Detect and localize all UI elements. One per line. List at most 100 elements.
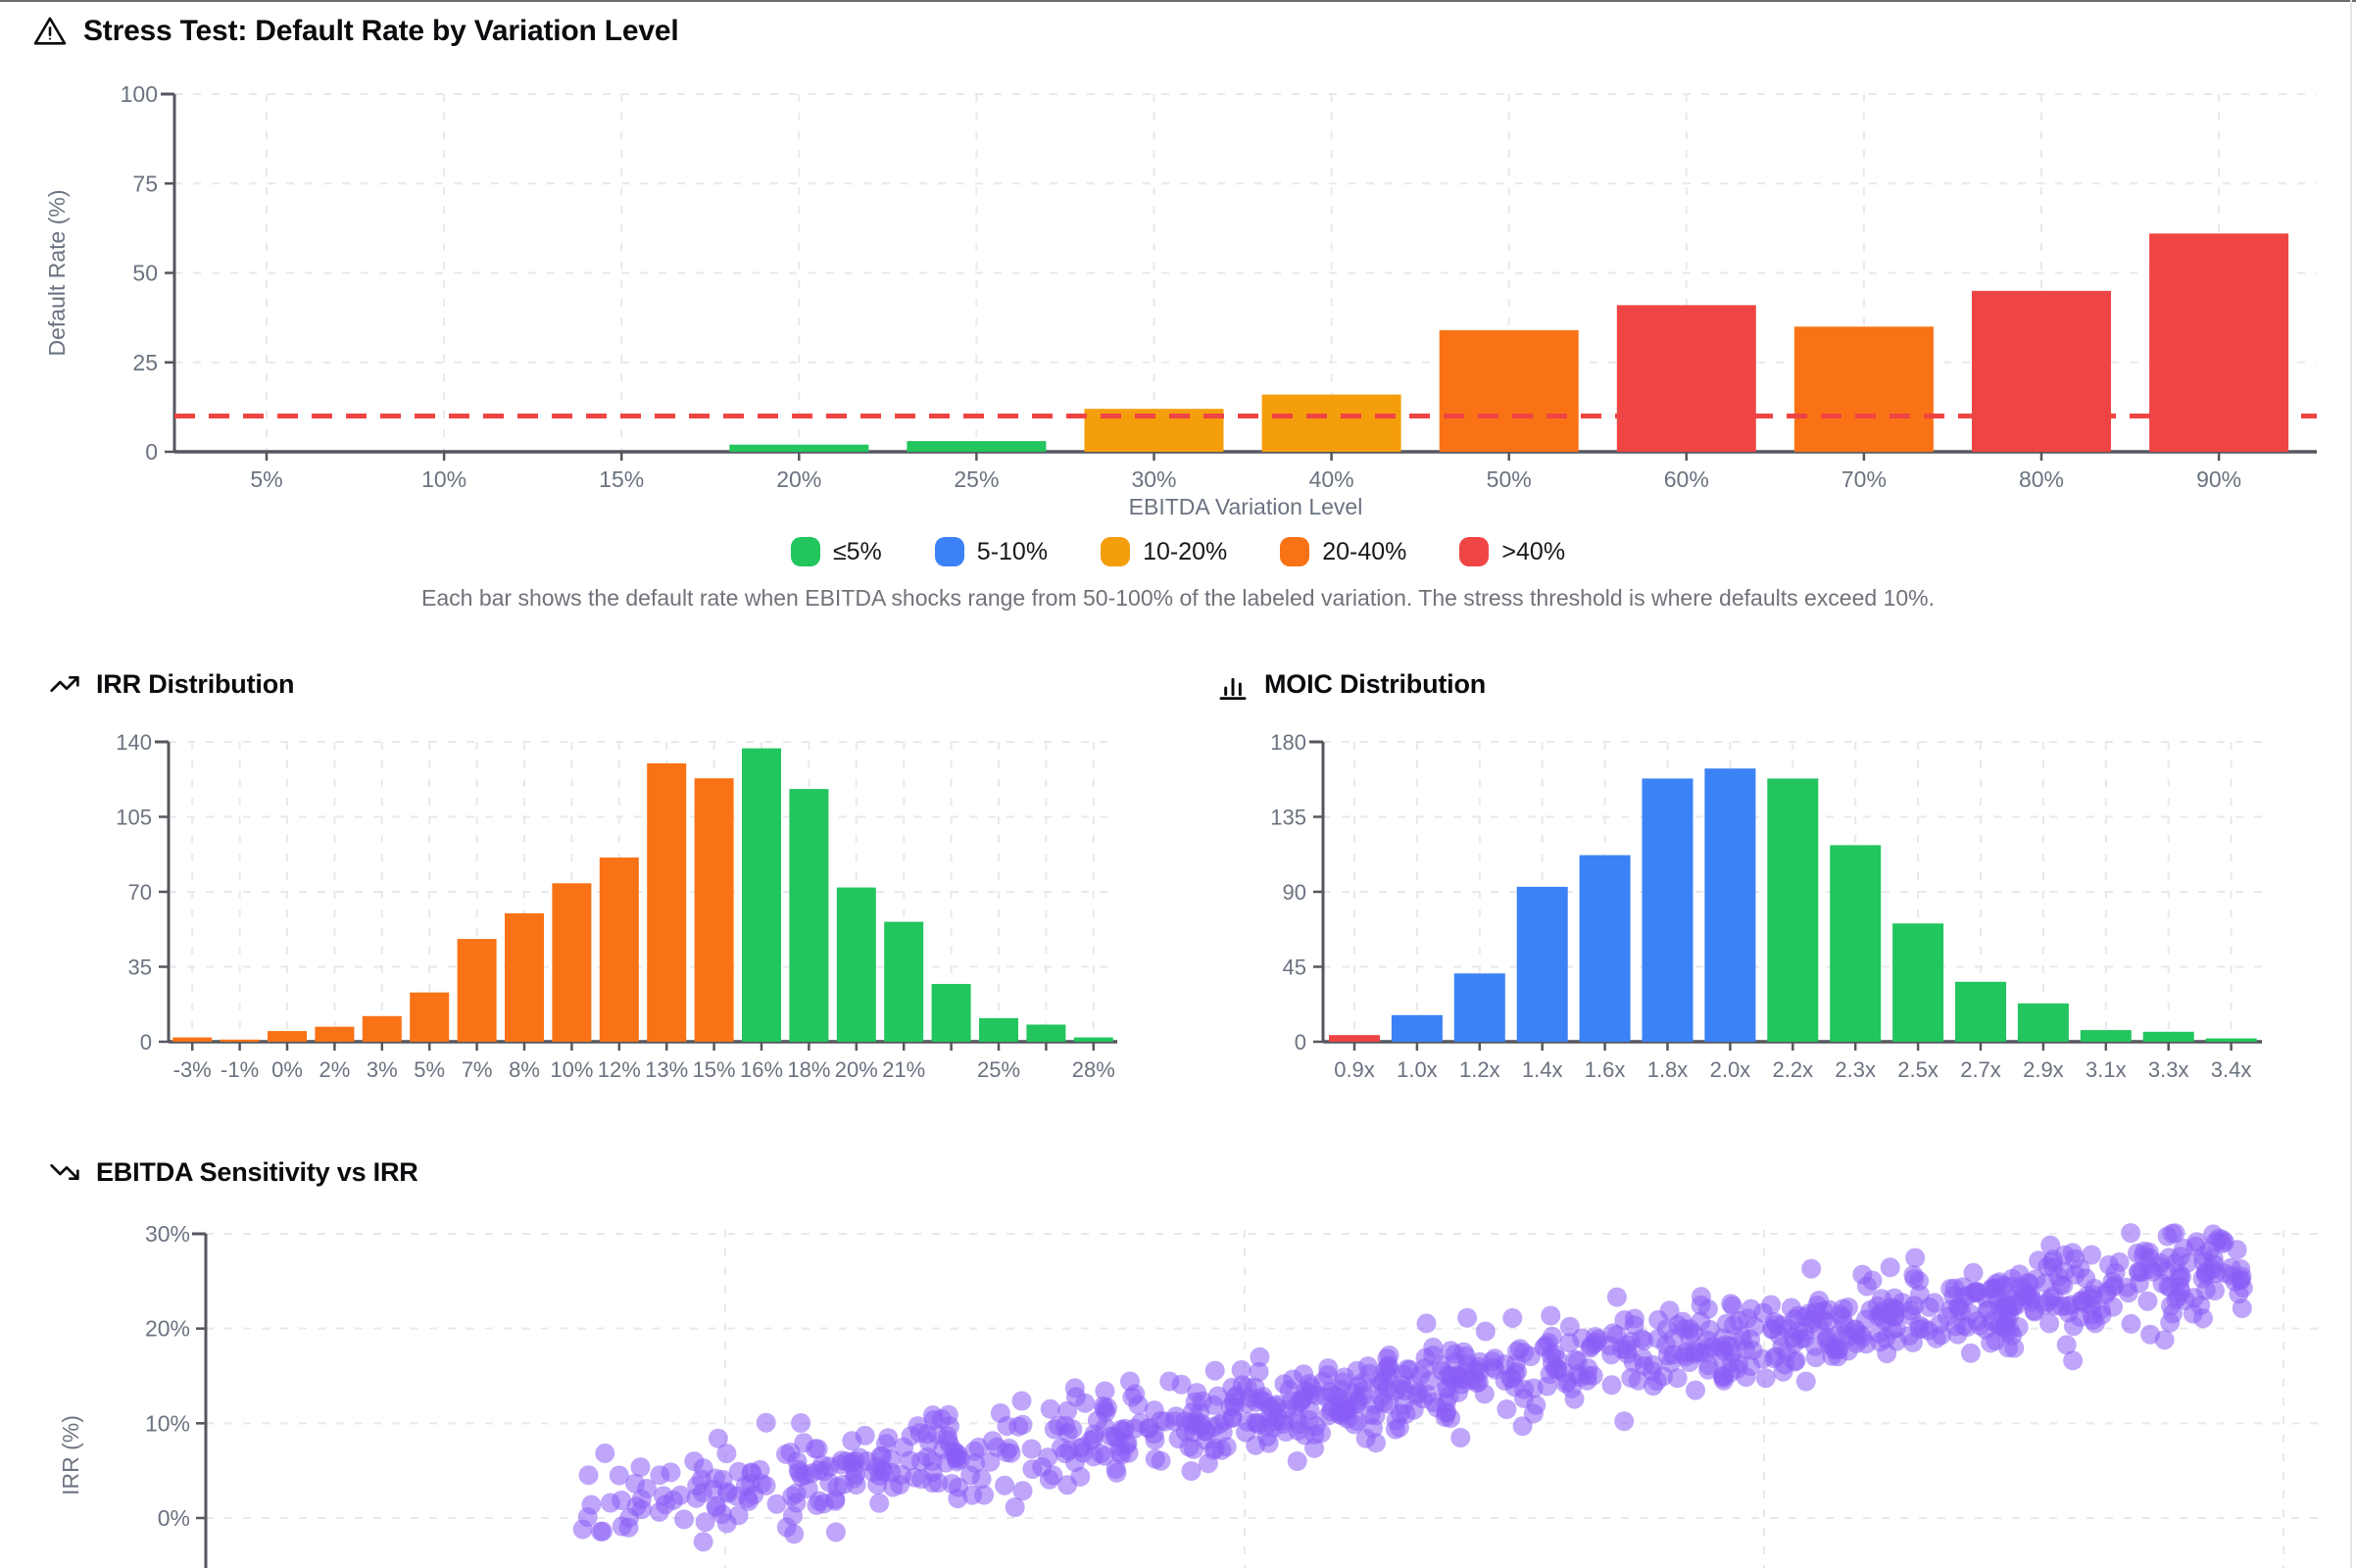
scatter-point[interactable]: [948, 1444, 968, 1464]
scatter-point[interactable]: [1583, 1365, 1603, 1386]
scatter-point[interactable]: [1523, 1403, 1544, 1424]
scatter-point[interactable]: [1008, 1416, 1029, 1437]
scatter-point[interactable]: [744, 1485, 764, 1505]
bar-1.0x[interactable]: [1391, 1014, 1443, 1042]
scatter-point[interactable]: [1564, 1389, 1585, 1409]
bar-1.2x[interactable]: [1453, 973, 1505, 1042]
scatter-point[interactable]: [1954, 1287, 1975, 1307]
scatter-point[interactable]: [2004, 1338, 2025, 1358]
bar-3%[interactable]: [362, 1015, 402, 1042]
bar-18%[interactable]: [789, 789, 829, 1042]
scatter-point[interactable]: [949, 1477, 968, 1497]
scatter-point[interactable]: [572, 1519, 593, 1540]
bar-1.4x[interactable]: [1516, 886, 1568, 1042]
scatter-point[interactable]: [1436, 1393, 1456, 1413]
scatter-point[interactable]: [1541, 1305, 1561, 1326]
scatter-point[interactable]: [1871, 1304, 1891, 1325]
scatter-point[interactable]: [1145, 1430, 1165, 1450]
scatter-point[interactable]: [786, 1493, 807, 1513]
bar-1.8x[interactable]: [1642, 778, 1693, 1042]
scatter-point[interactable]: [1317, 1365, 1338, 1386]
scatter-point[interactable]: [971, 1469, 992, 1490]
scatter-point[interactable]: [2071, 1291, 2091, 1310]
scatter-point[interactable]: [869, 1493, 890, 1513]
scatter-point[interactable]: [1040, 1398, 1060, 1419]
scatter-point[interactable]: [1601, 1375, 1622, 1396]
scatter-point[interactable]: [1057, 1400, 1078, 1421]
scatter-point[interactable]: [1680, 1319, 1700, 1340]
scatter-point[interactable]: [1838, 1341, 1858, 1361]
legend-item-2[interactable]: 5-10%: [934, 537, 1048, 566]
scatter-point[interactable]: [1539, 1333, 1558, 1353]
scatter-point[interactable]: [1145, 1448, 1165, 1469]
scatter-point[interactable]: [1880, 1257, 1900, 1278]
scatter-point[interactable]: [1111, 1419, 1132, 1440]
scatter-point[interactable]: [1287, 1451, 1307, 1471]
scatter-point[interactable]: [1467, 1373, 1488, 1394]
scatter-point[interactable]: [1377, 1378, 1398, 1398]
scatter-point[interactable]: [1095, 1446, 1115, 1466]
scatter-point[interactable]: [630, 1457, 651, 1478]
scatter-point[interactable]: [1446, 1352, 1466, 1372]
scatter-point[interactable]: [1722, 1296, 1742, 1316]
scatter-point[interactable]: [1328, 1400, 1349, 1421]
scatter-point[interactable]: [695, 1512, 715, 1533]
scatter-point[interactable]: [791, 1413, 811, 1433]
scatter-point[interactable]: [1294, 1364, 1314, 1385]
scatter-point[interactable]: [1386, 1410, 1406, 1431]
scatter-point[interactable]: [674, 1509, 694, 1530]
scatter-point[interactable]: [2082, 1245, 2102, 1265]
bar-5%[interactable]: [410, 992, 450, 1042]
scatter-point[interactable]: [1065, 1387, 1086, 1407]
scatter-point[interactable]: [1021, 1439, 1042, 1459]
scatter-point[interactable]: [707, 1497, 727, 1518]
scatter-point[interactable]: [1324, 1385, 1345, 1405]
legend-item-5[interactable]: >40%: [1459, 537, 1565, 566]
bar-1.6x[interactable]: [1579, 855, 1631, 1042]
scatter-point[interactable]: [2137, 1291, 2158, 1311]
scatter-point[interactable]: [1904, 1268, 1925, 1289]
bar-12%[interactable]: [599, 858, 639, 1042]
scatter-point[interactable]: [1976, 1319, 1996, 1340]
scatter-point[interactable]: [2170, 1276, 2190, 1297]
scatter-point[interactable]: [2186, 1232, 2207, 1252]
scatter-point[interactable]: [2149, 1256, 2169, 1277]
scatter-point[interactable]: [1713, 1370, 1734, 1391]
scatter-point[interactable]: [1628, 1370, 1648, 1391]
scatter-point[interactable]: [842, 1431, 862, 1451]
scatter-point[interactable]: [1606, 1325, 1627, 1346]
scatter-point[interactable]: [1994, 1318, 2015, 1339]
scatter-point[interactable]: [2029, 1250, 2049, 1271]
scatter-point[interactable]: [1755, 1368, 1776, 1389]
scatter-point[interactable]: [1660, 1352, 1681, 1373]
bar-16%[interactable]: [742, 748, 781, 1042]
scatter-point[interactable]: [626, 1496, 647, 1517]
bar-2.7x[interactable]: [1955, 981, 2006, 1042]
scatter-point[interactable]: [2051, 1297, 2072, 1316]
scatter-point[interactable]: [1606, 1287, 1627, 1307]
scatter-point[interactable]: [2154, 1330, 2175, 1350]
scatter-point[interactable]: [728, 1461, 749, 1482]
scrollbar-track[interactable]: [2350, 0, 2352, 1568]
scatter-point[interactable]: [1809, 1291, 1830, 1310]
scatter-point[interactable]: [595, 1443, 615, 1463]
scatter-point[interactable]: [1856, 1276, 1877, 1297]
scatter-point[interactable]: [684, 1451, 705, 1472]
scatter-point[interactable]: [2121, 1223, 2141, 1244]
scatter-point[interactable]: [1738, 1308, 1758, 1329]
scatter-point[interactable]: [609, 1465, 629, 1486]
scatter-point[interactable]: [591, 1521, 612, 1542]
scatter-point[interactable]: [578, 1465, 599, 1486]
bar-2.5x[interactable]: [1892, 923, 1944, 1042]
scatter-point[interactable]: [1437, 1378, 1457, 1398]
bar-20%[interactable]: [836, 887, 876, 1042]
scatter-point[interactable]: [693, 1532, 713, 1552]
scatter-point[interactable]: [1168, 1429, 1189, 1448]
bar-28%[interactable]: [1073, 1037, 1113, 1042]
bar-25%[interactable]: [907, 441, 1047, 452]
scatter-point[interactable]: [1048, 1415, 1068, 1436]
bar-18[interactable]: [1026, 1024, 1066, 1043]
scatter-point[interactable]: [1096, 1402, 1116, 1423]
scatter-point[interactable]: [1118, 1443, 1139, 1463]
bar-21%[interactable]: [884, 921, 924, 1042]
